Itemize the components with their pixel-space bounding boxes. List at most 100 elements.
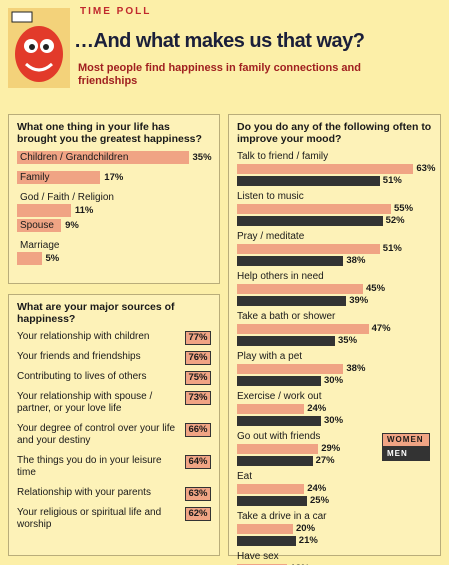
value-label: 45% xyxy=(366,283,386,294)
bar xyxy=(237,376,321,386)
bar xyxy=(237,536,296,546)
category-label: Play with a pet xyxy=(237,351,303,362)
panel: Do you do any of the following often to … xyxy=(228,114,441,565)
bar xyxy=(237,336,335,346)
category-label: Take a bath or shower xyxy=(237,311,336,322)
bar xyxy=(237,416,321,426)
bar xyxy=(237,216,383,226)
bar xyxy=(237,324,369,334)
bar-row: 63% xyxy=(237,163,435,175)
category: Take a bath or shower 47% 35% xyxy=(237,311,432,347)
value-label: 52% xyxy=(385,215,405,226)
bar xyxy=(237,296,347,306)
category: Listen to music 55% 52% xyxy=(237,191,432,227)
value-label: 18% xyxy=(290,563,309,565)
value-label: 35% xyxy=(338,335,358,346)
row: Your relationship with spouse / partner,… xyxy=(17,391,211,415)
category-label: Your degree of control over your life an… xyxy=(17,423,176,446)
value-label: 29% xyxy=(321,443,341,454)
value-label: 25% xyxy=(310,495,330,506)
category: Help others in need 45% 39% xyxy=(237,271,432,307)
bar xyxy=(237,364,344,374)
category-label: Marriage xyxy=(20,240,60,251)
row: Your religious or spiritual life and wor… xyxy=(17,507,211,531)
value-box: 63% xyxy=(185,487,211,501)
row: Your relationship with children 77% xyxy=(17,331,211,345)
bar-row: 55% xyxy=(237,203,432,215)
value-label: 24% xyxy=(307,483,327,494)
bar-row: 20% xyxy=(237,523,432,535)
bar xyxy=(237,256,344,266)
legend-entry: WOMEN xyxy=(382,433,430,447)
category-label: Your relationship with children xyxy=(17,331,150,342)
value-box: 75% xyxy=(185,371,211,385)
category-label: Exercise / work out xyxy=(237,391,322,402)
bar xyxy=(237,404,305,414)
value-label: 55% xyxy=(394,203,414,214)
value-label: 27% xyxy=(315,455,335,466)
legend: WOMEN MEN xyxy=(382,433,430,461)
bar-row: 30% xyxy=(237,375,432,387)
subtitle: Most people find happiness in family con… xyxy=(78,62,361,87)
bar xyxy=(17,151,189,164)
value-box: 76% xyxy=(185,351,211,365)
bar-row: 51% xyxy=(237,243,432,255)
row: The things you do in your leisure time 64… xyxy=(17,455,211,479)
bar xyxy=(237,176,380,186)
bar xyxy=(237,456,313,466)
bar-row: 39% xyxy=(237,295,432,307)
bar-row: 24% xyxy=(237,483,432,495)
bar xyxy=(237,496,307,506)
category-label: Relationship with your parents xyxy=(17,487,151,498)
chart-title: What are your major sources of happiness… xyxy=(17,301,175,325)
bar xyxy=(237,484,305,494)
category-label: Listen to music xyxy=(237,191,304,202)
bar-row: 25% xyxy=(237,495,432,507)
bar-row: 52% xyxy=(237,215,432,227)
category-label: Go out with friends xyxy=(237,431,321,442)
chart-title: Do you do any of the following often to … xyxy=(237,121,432,145)
bar-row: Marriage 5% xyxy=(17,239,211,267)
value-label: 24% xyxy=(307,403,327,414)
category: Exercise / work out 24% 30% xyxy=(237,391,432,427)
value-label: 5% xyxy=(45,253,60,264)
bar xyxy=(17,219,62,232)
bar-row: 38% xyxy=(237,363,432,375)
bar-row: 27% xyxy=(237,455,432,467)
category-label: Family xyxy=(20,172,50,183)
category-label: Your friends and friendships xyxy=(17,351,141,362)
value-box: 77% xyxy=(185,331,211,345)
panel: What are your major sources of happiness… xyxy=(8,294,220,556)
row: Contributing to lives of others 75% xyxy=(17,371,211,385)
bar xyxy=(17,252,42,265)
value-label: 9% xyxy=(65,220,79,231)
bar xyxy=(237,244,380,254)
category-label: Contributing to lives of others xyxy=(17,371,147,382)
bar-row: 45% xyxy=(237,283,432,295)
value-label: 11% xyxy=(74,205,94,216)
bar-row: Spouse 9% xyxy=(17,219,211,239)
value-label: 21% xyxy=(298,535,318,546)
category-label: Talk to friend / family xyxy=(237,151,329,162)
bar-row: Family 17% xyxy=(17,171,211,191)
bar-row: 47% xyxy=(237,323,432,335)
bar xyxy=(237,204,391,214)
icon xyxy=(8,8,70,88)
category: Pray / meditate 51% 38% xyxy=(237,231,432,267)
bar xyxy=(17,204,71,217)
bar xyxy=(237,164,414,174)
value-label: 51% xyxy=(382,175,402,186)
bar-row: 51% xyxy=(237,175,432,187)
row: Your friends and friendships 76% xyxy=(17,351,211,365)
category-label: Have sex xyxy=(237,551,279,562)
value-box: 64% xyxy=(185,455,211,469)
bar-row: 29% xyxy=(237,443,432,455)
kicker: TIME POLL xyxy=(80,6,152,17)
category-label: Children / Grandchildren xyxy=(20,152,129,163)
category: Have sex18%25% xyxy=(237,551,432,565)
title: …And what makes us that way? xyxy=(74,30,365,52)
bar-row: God / Faith / Religion 11% xyxy=(17,191,211,219)
value-label: 39% xyxy=(349,295,369,306)
category-label: Help others in need xyxy=(237,271,324,282)
value-label: 38% xyxy=(346,363,366,374)
